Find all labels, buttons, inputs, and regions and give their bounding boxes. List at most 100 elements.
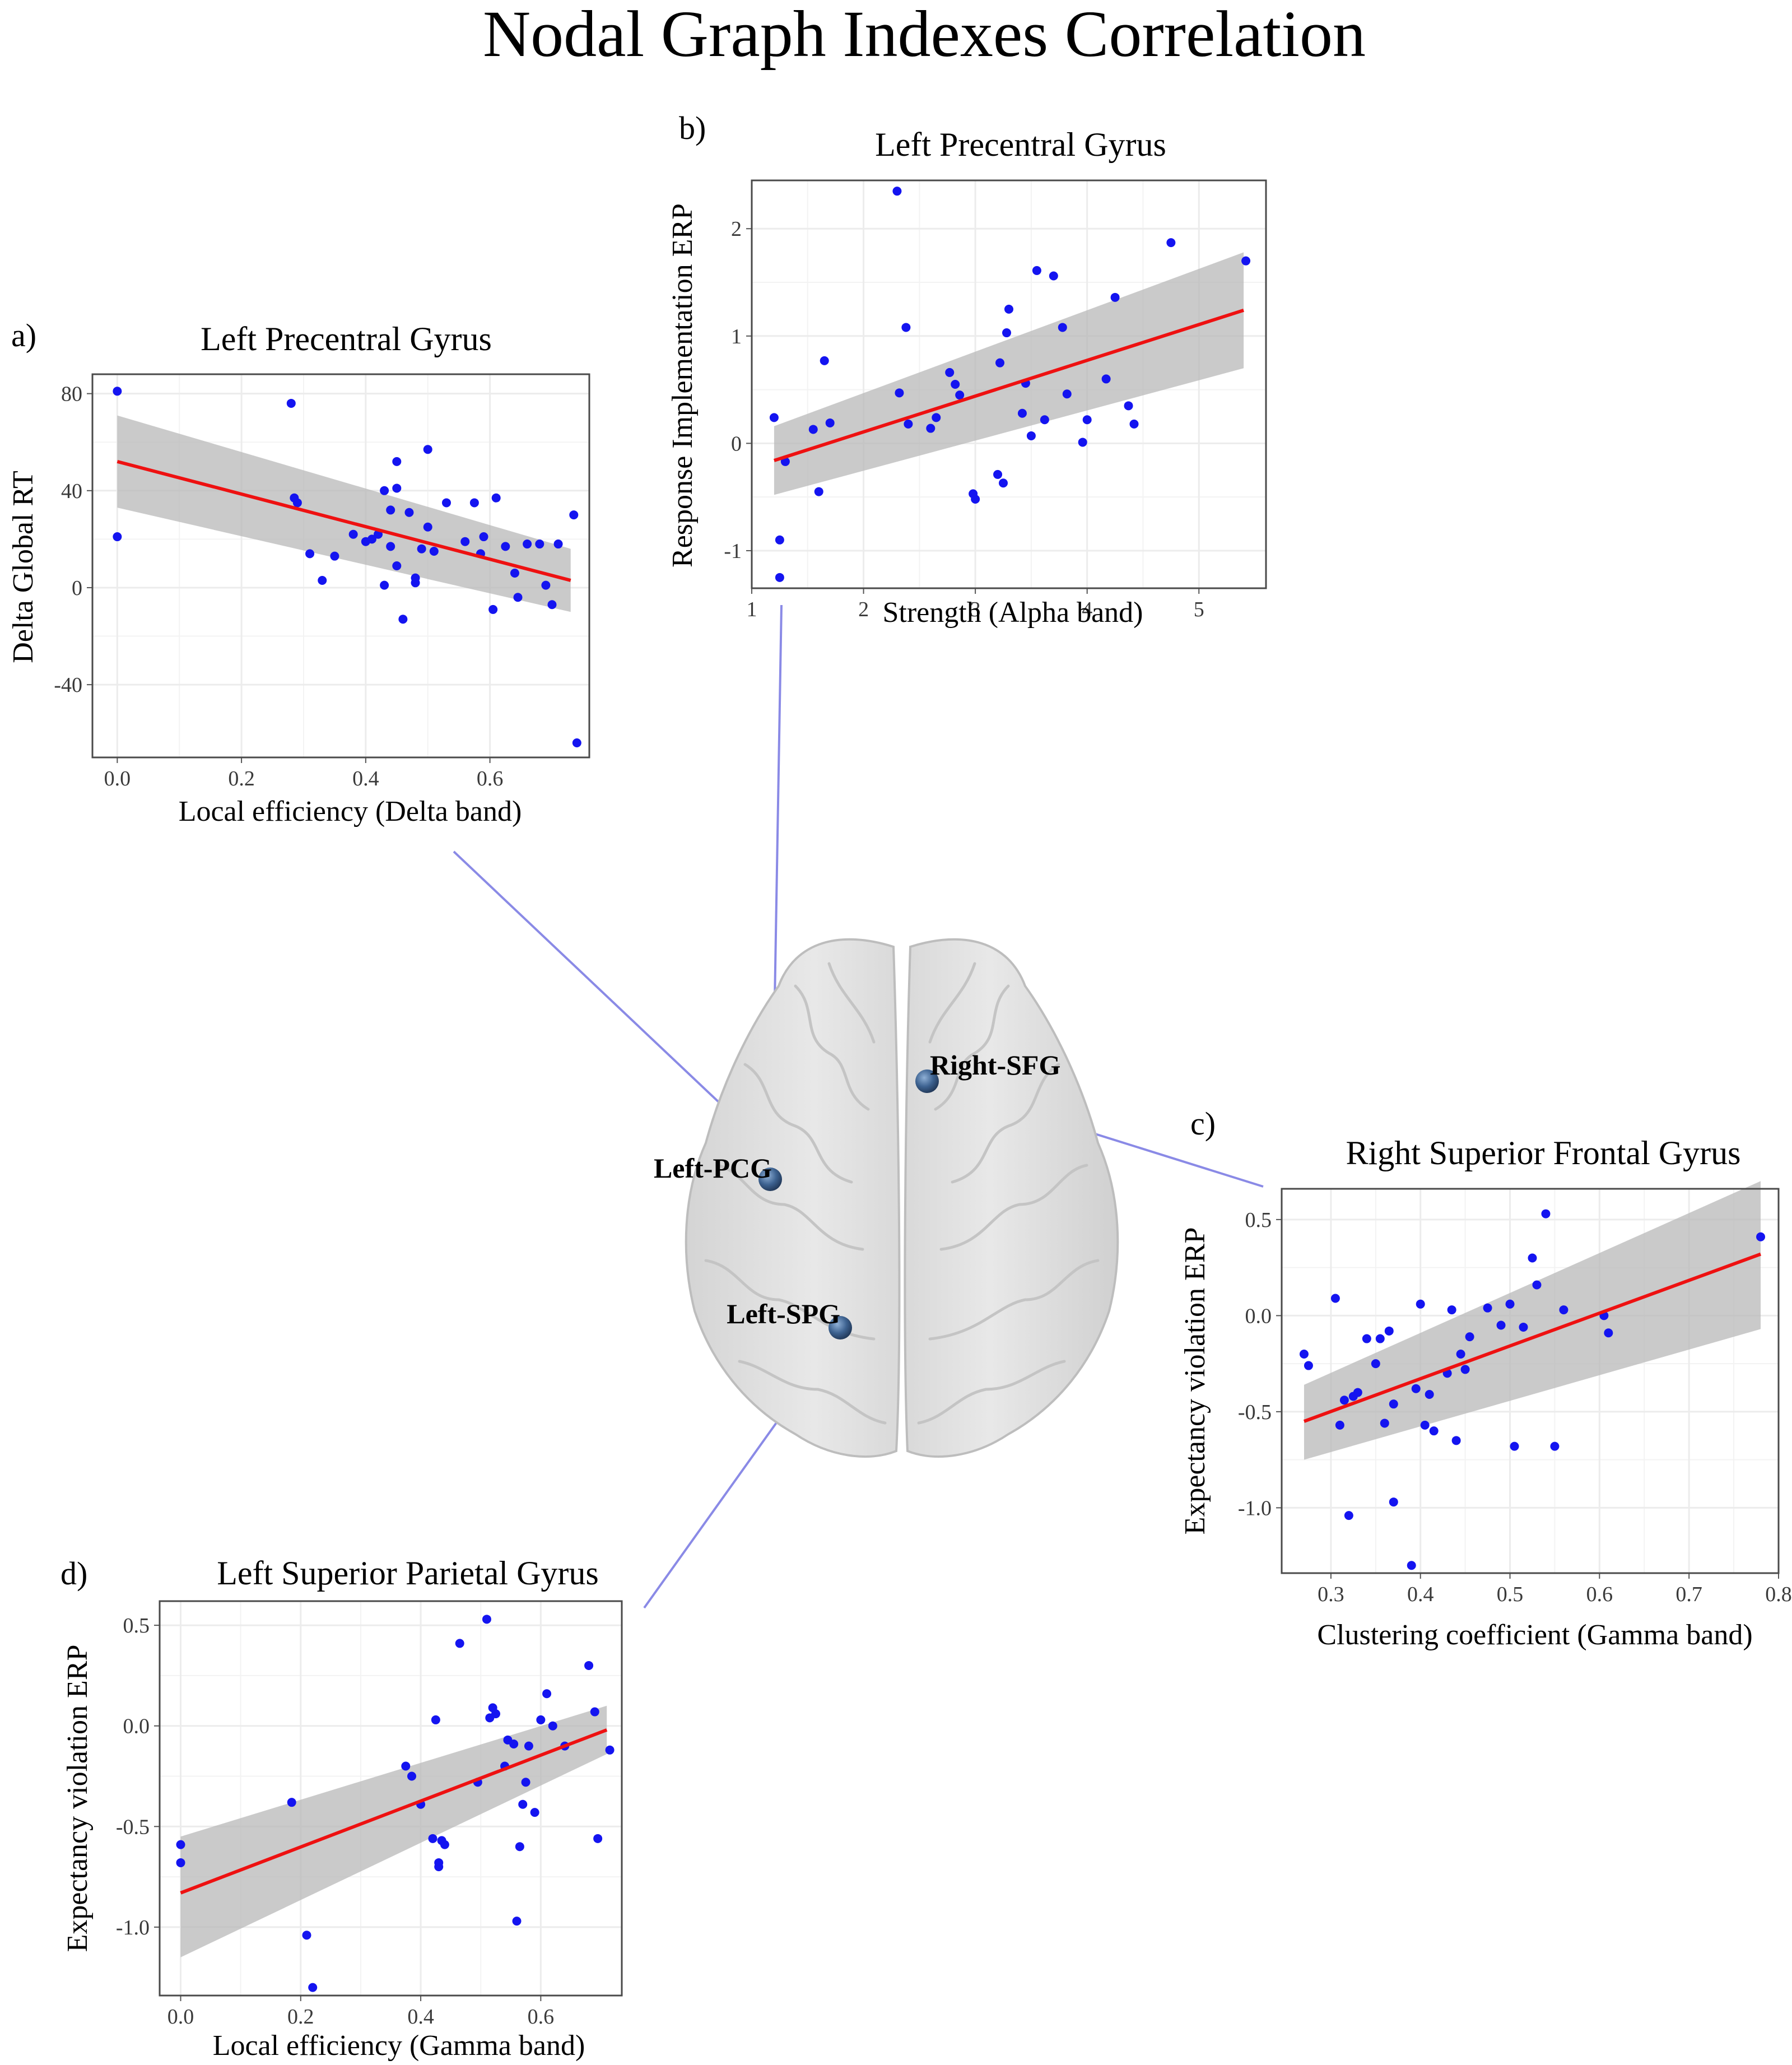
data-point <box>808 425 818 434</box>
fit-line <box>1303 1252 1762 1423</box>
y-tick-label: 0.0 <box>1245 1304 1272 1328</box>
data-point <box>1541 1209 1551 1218</box>
data-point <box>509 1740 519 1749</box>
data-point <box>572 738 581 748</box>
x-tick-label: 0.0 <box>167 2005 194 2029</box>
y-tick-label: -1 <box>724 539 742 563</box>
panel-label: a) <box>11 317 36 354</box>
x-tick-label: 0.4 <box>1407 1583 1434 1606</box>
data-point <box>318 575 327 585</box>
x-tick-label: 0.4 <box>407 2005 434 2029</box>
x-tick-label: 0.2 <box>228 767 255 790</box>
data-point <box>1049 271 1058 281</box>
node-left-pcg <box>758 1168 782 1191</box>
data-point <box>1017 408 1027 418</box>
data-point <box>1058 323 1067 332</box>
data-point <box>1465 1332 1474 1342</box>
y-axis-label: Delta Global RT <box>7 471 39 663</box>
data-point <box>605 1745 615 1755</box>
data-point <box>524 1741 533 1751</box>
data-point <box>302 1931 311 1940</box>
data-point <box>176 1840 185 1849</box>
data-point <box>491 493 501 503</box>
plot-border <box>751 179 1267 589</box>
data-point <box>945 368 955 377</box>
y-axis-label: Expectancy violation ERP <box>62 1645 94 1952</box>
data-point <box>1756 1232 1766 1241</box>
data-point <box>904 419 913 429</box>
x-axis-label: Strength (Alpha band) <box>882 597 1143 629</box>
data-point <box>1407 1561 1416 1570</box>
data-point <box>515 1842 524 1852</box>
connector-a <box>453 850 763 1144</box>
data-point <box>1456 1349 1465 1359</box>
data-point <box>584 1661 594 1670</box>
data-point <box>392 483 402 493</box>
data-point <box>386 505 395 515</box>
data-point <box>535 539 544 549</box>
data-point <box>423 522 432 532</box>
data-point <box>569 510 579 520</box>
data-point <box>553 539 563 549</box>
data-point <box>518 1799 528 1809</box>
data-point <box>1532 1280 1542 1290</box>
data-point <box>530 1808 539 1817</box>
data-point <box>547 600 557 610</box>
chart-title: Right Superior Frontal Gyrus <box>1346 1134 1741 1171</box>
label-left-pcg: Left-PCG <box>654 1152 772 1184</box>
data-point <box>1062 389 1072 399</box>
panel-label: b) <box>679 110 706 146</box>
data-point <box>1519 1322 1528 1332</box>
data-point <box>593 1834 603 1843</box>
data-point <box>292 498 302 508</box>
data-point <box>1304 1361 1313 1370</box>
data-point <box>287 1798 296 1807</box>
data-point <box>488 604 498 614</box>
x-tick-label: 3 <box>970 598 981 621</box>
y-tick-label: 0 <box>731 432 742 455</box>
x-tick-label: 0.6 <box>477 767 504 790</box>
x-tick-label: 1 <box>747 598 757 621</box>
data-point <box>431 1715 440 1724</box>
data-point <box>1026 431 1036 440</box>
x-tick-label: 0.3 <box>1318 1583 1344 1606</box>
confidence-band <box>774 252 1244 495</box>
panel-label: c) <box>1190 1105 1216 1142</box>
data-point <box>460 537 470 546</box>
y-tick-label: -0.5 <box>1238 1401 1272 1424</box>
data-point <box>308 1983 318 1992</box>
data-point <box>536 1715 546 1724</box>
data-point <box>521 1778 530 1787</box>
x-tick-label: 0.5 <box>1497 1583 1524 1606</box>
label-left-spg: Left-SPG <box>727 1298 840 1329</box>
data-point <box>1129 419 1139 429</box>
data-point <box>398 615 408 624</box>
brain-illustration <box>685 938 1119 1458</box>
panel-d: 0.0 0.2 0.4 0.6 -1.0 -0.5 0.0 0.5 d) Left Superio… <box>60 1555 623 2062</box>
data-point <box>113 387 122 396</box>
data-point <box>510 568 519 578</box>
data-point <box>392 561 402 570</box>
data-point <box>1375 1334 1385 1343</box>
chart-title: Left Superior Parietal Gyrus <box>217 1555 598 1592</box>
data-point <box>993 469 1003 479</box>
y-tick-label: 0.5 <box>123 1614 150 1638</box>
data-point <box>1353 1388 1362 1397</box>
data-point <box>1425 1390 1434 1399</box>
data-point <box>825 418 835 427</box>
data-point <box>1528 1253 1537 1263</box>
brain-gyri <box>704 962 1100 1425</box>
data-point <box>895 388 904 398</box>
data-point <box>1447 1305 1456 1315</box>
y-tick-label: -0.5 <box>116 1815 150 1839</box>
data-point <box>1604 1328 1613 1338</box>
data-point <box>1330 1294 1340 1303</box>
panel-c: 0.3 0.4 0.5 0.6 0.7 0.8 -1.0 -0.5 0.0 0.5 c) Right … <box>1179 1105 1792 1651</box>
x-axis-label: Clustering coefficient (Gamma band) <box>1317 1619 1752 1651</box>
plot-border <box>1281 1188 1780 1574</box>
y-tick-label: 1 <box>731 325 742 348</box>
x-tick-label: 0.6 <box>1586 1583 1613 1606</box>
data-point <box>1460 1365 1470 1374</box>
data-point <box>769 413 779 422</box>
